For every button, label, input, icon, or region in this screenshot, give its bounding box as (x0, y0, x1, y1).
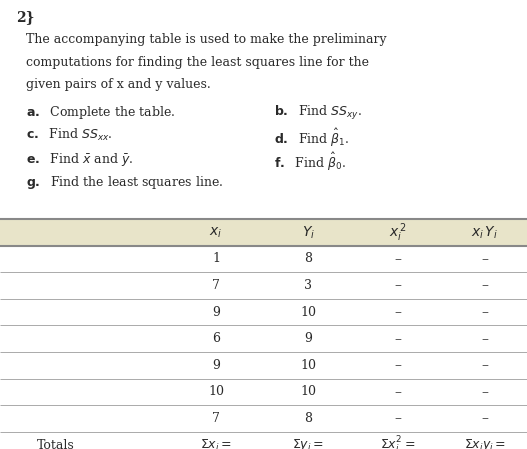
Text: 9: 9 (212, 306, 220, 319)
Text: $\Sigma x_i^2 =$: $\Sigma x_i^2 =$ (380, 435, 416, 449)
Text: Totals: Totals (37, 439, 75, 449)
Text: $\Sigma y_i =$: $\Sigma y_i =$ (292, 437, 324, 449)
Text: $\mathbf{d.}$  Find $\hat{\beta}_1$.: $\mathbf{d.}$ Find $\hat{\beta}_1$. (274, 127, 349, 149)
Text: $\mathbf{f.}$  Find $\hat{\beta}_0$.: $\mathbf{f.}$ Find $\hat{\beta}_0$. (274, 150, 346, 173)
Text: $Y_i$: $Y_i$ (302, 224, 315, 241)
Text: $\mathbf{a.}$  Complete the table.: $\mathbf{a.}$ Complete the table. (26, 104, 175, 121)
Text: 2}: 2} (16, 10, 34, 24)
Text: –: – (481, 385, 489, 399)
Text: 1: 1 (212, 252, 220, 265)
Text: –: – (481, 358, 489, 372)
Text: –: – (481, 252, 489, 266)
Text: $x_i\,Y_i$: $x_i\,Y_i$ (471, 224, 499, 241)
Text: –: – (394, 358, 402, 372)
Text: –: – (394, 252, 402, 266)
Text: $x_i^{\,2}$: $x_i^{\,2}$ (389, 221, 407, 244)
Text: –: – (481, 332, 489, 346)
Text: 8: 8 (304, 252, 313, 265)
Text: $\mathbf{c.}$  Find $SS_{xx}$.: $\mathbf{c.}$ Find $SS_{xx}$. (26, 127, 113, 143)
Text: 10: 10 (300, 385, 316, 398)
Text: –: – (394, 385, 402, 399)
Text: $\Sigma x_i y_i =$: $\Sigma x_i y_i =$ (464, 437, 506, 449)
Text: –: – (481, 278, 489, 293)
Text: –: – (481, 412, 489, 426)
Text: 8: 8 (304, 412, 313, 425)
Bar (0, 219, 527, 246)
Text: computations for finding the least squares line for the: computations for finding the least squar… (26, 56, 369, 69)
Text: The accompanying table is used to make the preliminary: The accompanying table is used to make t… (26, 33, 387, 46)
Text: –: – (394, 332, 402, 346)
Text: 7: 7 (212, 412, 220, 425)
Text: $\mathbf{b.}$  Find $SS_{xy}$.: $\mathbf{b.}$ Find $SS_{xy}$. (274, 104, 362, 122)
Text: given pairs of x and y values.: given pairs of x and y values. (26, 78, 211, 91)
Text: $x_i$: $x_i$ (209, 225, 223, 240)
Text: $\Sigma x_i =$: $\Sigma x_i =$ (200, 438, 232, 449)
Text: 9: 9 (305, 332, 312, 345)
Text: $\mathbf{g.}$  Find the least squares line.: $\mathbf{g.}$ Find the least squares lin… (26, 174, 223, 191)
Text: 10: 10 (300, 359, 316, 372)
Text: 7: 7 (212, 279, 220, 292)
Text: –: – (394, 278, 402, 293)
Text: 6: 6 (212, 332, 220, 345)
Text: –: – (394, 305, 402, 319)
Text: $\mathbf{e.}$  Find $\bar{x}$ and $\bar{y}$.: $\mathbf{e.}$ Find $\bar{x}$ and $\bar{y… (26, 150, 134, 167)
Text: 3: 3 (304, 279, 313, 292)
Text: 9: 9 (212, 359, 220, 372)
Text: 10: 10 (208, 385, 224, 398)
Text: –: – (394, 412, 402, 426)
Text: 10: 10 (300, 306, 316, 319)
Text: –: – (481, 305, 489, 319)
